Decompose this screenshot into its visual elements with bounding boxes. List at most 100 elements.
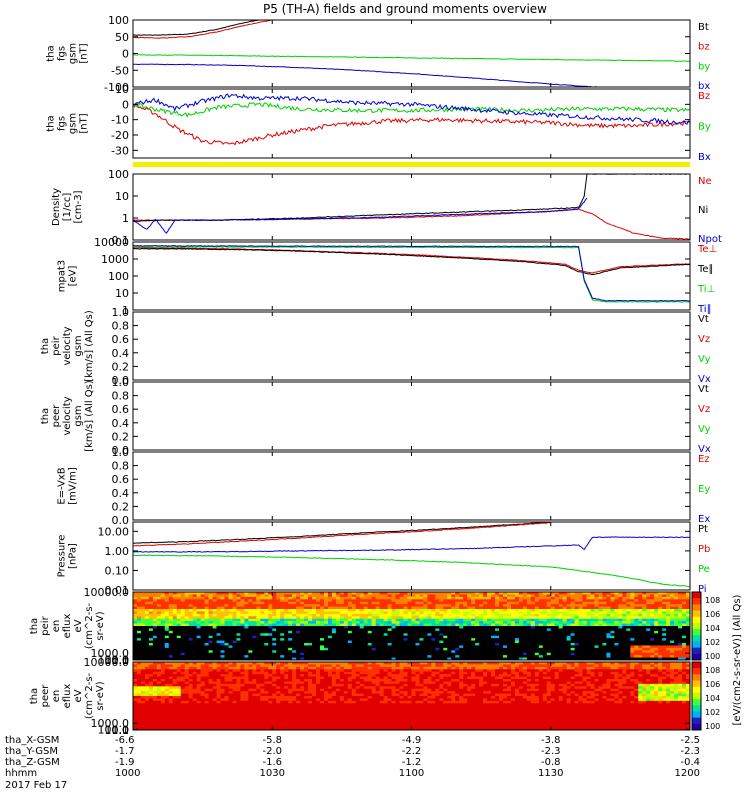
heatmap-cell (610, 623, 616, 627)
heatmap-cell (642, 635, 647, 639)
heatmap-cell (160, 696, 166, 700)
heatmap-cell (407, 643, 413, 647)
heatmap-cell (574, 657, 580, 660)
heatmap-cell (546, 633, 552, 637)
heatmap-cell (232, 638, 238, 642)
heatmap-cell (188, 681, 194, 685)
heatmap-cell (638, 609, 643, 613)
heatmap-cell (260, 638, 265, 642)
heatmap-cell (642, 599, 647, 603)
heatmap-cell (292, 594, 297, 598)
heatmap-cell (542, 621, 548, 625)
heatmap-cell (570, 611, 576, 615)
heatmap-cell (272, 650, 277, 654)
heatmap-cell (228, 710, 234, 714)
heatmap-cell (212, 633, 218, 637)
heatmap-cell (487, 655, 492, 659)
heatmap-cell (443, 596, 448, 600)
heatmap-cell (654, 652, 659, 656)
heatmap-cell (252, 616, 257, 620)
heatmap-cell (192, 638, 198, 642)
heatmap-cell (618, 650, 623, 654)
heatmap-cell (634, 633, 639, 637)
heatmap-cell (439, 633, 444, 637)
heatmap-cell (232, 628, 238, 632)
heatmap-cell (443, 609, 448, 613)
heatmap-cell (618, 647, 623, 651)
heatmap-cell (626, 655, 631, 659)
heatmap-cell (200, 655, 206, 659)
heatmap-cell (196, 652, 202, 656)
heatmap-cell (514, 609, 520, 613)
heatmap-cell (375, 650, 381, 654)
heatmap-cell (204, 725, 210, 729)
heatmap-cell (156, 647, 162, 651)
heatmap-cell (606, 657, 612, 660)
heatmap-cell (606, 623, 612, 627)
heatmap-cell (228, 626, 234, 630)
heatmap-cell (578, 618, 584, 622)
heatmap-cell (391, 601, 397, 605)
heatmap-cell (526, 623, 532, 627)
heatmap-cell (248, 633, 253, 637)
heatmap-cell (220, 628, 226, 632)
heatmap-cell (674, 613, 679, 617)
heatmap-cell (534, 618, 540, 622)
heatmap-cell (300, 592, 305, 596)
heatmap-cell (180, 655, 186, 659)
heatmap-cell (526, 618, 532, 622)
heatmap-cell (530, 621, 536, 625)
heatmap-cell (355, 630, 361, 634)
heatmap-cell (156, 720, 162, 724)
heatmap-cell (518, 606, 524, 610)
heatmap-cell (152, 710, 158, 714)
heatmap-cell (316, 616, 321, 620)
heatmap-cell (610, 606, 616, 610)
heatmap-cell (479, 655, 484, 659)
heatmap-cell (654, 601, 659, 605)
heatmap-cell (343, 594, 349, 598)
heatmap-cell (439, 609, 444, 613)
heatmap-cell (172, 713, 178, 717)
heatmap-cell (495, 633, 500, 637)
heatmap-cell (196, 643, 202, 647)
heatmap-cell (399, 594, 405, 598)
heatmap-cell (419, 640, 425, 644)
heatmap-cell (212, 640, 218, 644)
heatmap-cell (192, 696, 198, 700)
heatmap-cell (371, 618, 377, 622)
heatmap-cell (160, 657, 166, 660)
colorbar-segment (692, 616, 701, 624)
heatmap-cell (379, 626, 385, 630)
heatmap-cell (471, 611, 476, 615)
heatmap-cell (292, 655, 297, 659)
heatmap-cell (355, 594, 361, 598)
heatmap-cell (196, 710, 202, 714)
heatmap-cell (614, 630, 619, 634)
heatmap-cell (626, 657, 631, 660)
heatmap-cell (562, 621, 568, 625)
heatmap-cell (196, 693, 202, 697)
series-line-Ti⊥ (133, 246, 690, 303)
heatmap-cell (642, 621, 647, 625)
heatmap-cell (598, 630, 604, 634)
heatmap-cell (260, 628, 265, 632)
heatmap-cell (264, 594, 269, 598)
heatmap-cell (188, 599, 194, 603)
heatmap-cell (499, 592, 504, 596)
heatmap-cell (606, 609, 612, 613)
heatmap-cell (638, 613, 643, 617)
heatmap-cell (327, 650, 333, 654)
heatmap-cell (148, 645, 154, 649)
heatmap-cell (522, 601, 528, 605)
heatmap-cell (602, 635, 608, 639)
heatmap-cell (610, 655, 616, 659)
heatmap-cell (288, 628, 293, 632)
heatmap-cell (399, 657, 405, 660)
heatmap-cell (367, 657, 373, 660)
heatmap-cell (176, 715, 182, 719)
heatmap-cell (475, 606, 480, 610)
y-tick-label: 0.6 (112, 333, 130, 346)
heatmap-cell (316, 650, 321, 654)
heatmap-cell (447, 609, 452, 613)
